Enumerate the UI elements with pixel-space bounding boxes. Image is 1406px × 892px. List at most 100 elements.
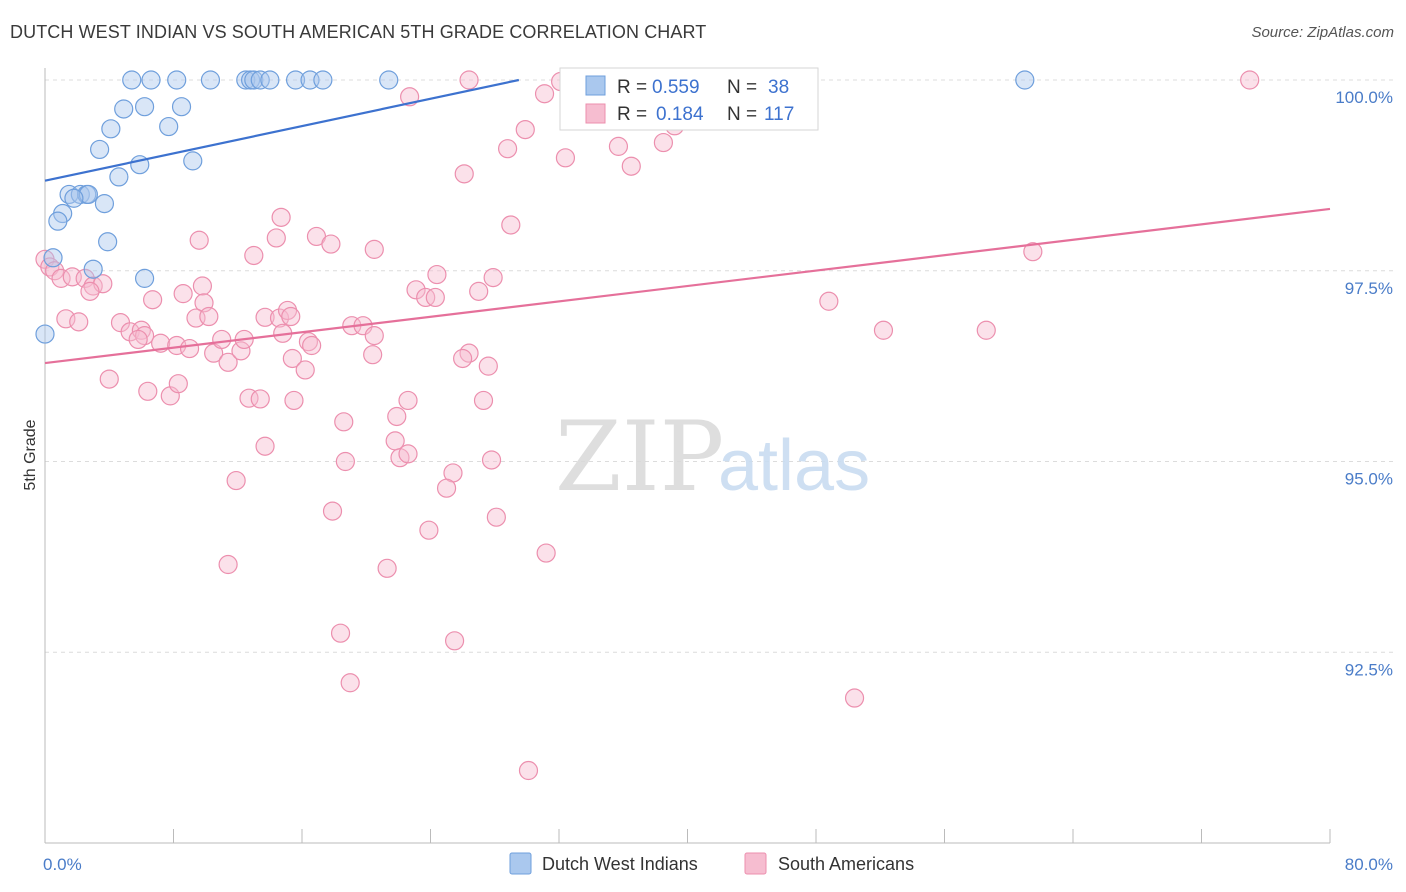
bottom-legend-label-dutch: Dutch West Indians	[542, 854, 698, 874]
legend-n-label-dutch: N =	[727, 77, 757, 98]
south-americans-point	[555, 148, 576, 168]
south-americans-point	[453, 348, 473, 369]
legend-swatch-south	[585, 103, 606, 124]
dutch-west-indians-point	[134, 268, 155, 288]
svg-text:ZIP: ZIP	[555, 401, 724, 513]
y-axis-title: 5th Grade	[22, 419, 39, 490]
south-americans-point	[295, 360, 315, 380]
dutch-west-indians-point	[250, 70, 270, 90]
bottom-legend-swatch-dutch	[509, 852, 532, 875]
south-americans-point	[473, 390, 494, 411]
south-americans-point	[173, 284, 193, 304]
south-americans-point	[454, 164, 474, 184]
legend-swatch-dutch	[585, 75, 606, 96]
dutch-west-indians-point	[35, 324, 55, 344]
south-americans-point	[364, 326, 384, 346]
south-americans-point	[322, 501, 343, 521]
south-americans-point	[99, 369, 119, 389]
south-americans-point	[334, 412, 354, 432]
south-americans-point	[501, 215, 521, 235]
south-americans-point	[398, 444, 418, 464]
gridlines	[45, 79, 1395, 653]
dutch-west-indians-point	[101, 119, 121, 139]
dutch-west-indians-point	[313, 70, 333, 90]
south-americans-point	[515, 119, 535, 140]
south-americans-point	[128, 329, 148, 350]
south-americans-point	[819, 291, 839, 311]
south-americans-point	[80, 281, 100, 301]
south-americans-point	[138, 381, 158, 401]
legend-r-label-dutch: R =	[617, 77, 647, 98]
dutch-west-indians-point	[244, 70, 264, 90]
south-americans-points	[35, 70, 1260, 781]
south-americans-point	[143, 290, 163, 310]
y-tick-label: 97.5%	[1345, 279, 1393, 298]
south-americans-point	[199, 306, 219, 327]
south-americans-point	[179, 338, 200, 359]
south-americans-point	[281, 306, 301, 327]
south-americans-point	[231, 341, 251, 361]
bottom-legend-swatch-south	[744, 852, 767, 875]
trend-lines	[44, 78, 1331, 365]
south-americans-point	[168, 374, 188, 394]
dutch-west-indians-point	[159, 116, 179, 137]
legend-n-label-south: N =	[727, 104, 757, 125]
south-americans-point	[284, 390, 304, 411]
south-americans-point	[873, 320, 894, 340]
south-americans-point	[459, 343, 479, 363]
dutch-west-indians-point	[260, 70, 280, 90]
south-americans-point	[335, 451, 355, 472]
x-tick-label: 80.0%	[1345, 855, 1393, 874]
dutch-west-indians-point	[94, 194, 115, 214]
south-americans-point	[1023, 242, 1043, 262]
svg-text:atlas: atlas	[718, 426, 870, 506]
dutch-west-indians-points	[35, 70, 1035, 344]
south-americans-point	[416, 287, 436, 308]
south-americans-point	[377, 558, 397, 578]
south-americans-point	[244, 245, 264, 266]
south-americans-point	[271, 207, 291, 227]
south-americans-point	[363, 345, 383, 365]
south-americans-point	[255, 307, 275, 327]
dutch-west-indians-point	[134, 97, 155, 117]
south-americans-point	[302, 335, 322, 356]
dutch-west-indians-point	[83, 259, 103, 279]
south-americans-point	[653, 132, 674, 153]
south-americans-point	[192, 276, 213, 296]
south-americans-point	[364, 239, 384, 259]
south-americans-point	[621, 156, 641, 176]
dutch-west-indians-point	[1015, 70, 1035, 90]
dutch-west-indians-point	[236, 70, 256, 90]
x-tick-label: 0.0%	[43, 855, 82, 874]
dutch-west-indians-point	[64, 188, 84, 208]
south-americans-point	[340, 673, 360, 693]
south-americans-point	[536, 543, 556, 563]
south-americans-point	[481, 450, 502, 470]
dutch-west-indians-point	[90, 139, 110, 160]
dutch-west-indians-point	[109, 167, 129, 187]
legend-n-value-dutch: 38	[768, 77, 789, 98]
south-americans-point	[282, 348, 302, 369]
south-americans-point	[459, 70, 479, 90]
south-americans-point	[498, 139, 518, 159]
south-americans-point	[444, 631, 465, 651]
south-americans-point	[425, 287, 445, 308]
south-americans-point	[518, 760, 539, 781]
south-americans-point	[483, 268, 503, 288]
legend-r-value-dutch: 0.559	[652, 77, 700, 98]
axes	[44, 68, 1331, 844]
y-tick-labels: 100.0% 97.5% 95.0% 92.5%	[1335, 88, 1393, 679]
bottom-legend-label-south: South Americans	[778, 854, 914, 874]
dutch-west-indians-point	[171, 97, 192, 117]
dutch-west-indians-point	[285, 70, 306, 90]
south-americans-point	[1240, 70, 1260, 90]
south-americans-point	[218, 554, 238, 575]
bottom-legend: Dutch West Indians South Americans	[509, 852, 914, 875]
dutch-west-indians-point	[98, 232, 118, 252]
south-americans-trend-line	[44, 207, 1331, 365]
dutch-west-indians-point	[122, 70, 142, 90]
south-americans-point	[419, 520, 439, 540]
dutch-west-indians-point	[43, 248, 63, 268]
dutch-west-indians-point	[183, 151, 203, 171]
